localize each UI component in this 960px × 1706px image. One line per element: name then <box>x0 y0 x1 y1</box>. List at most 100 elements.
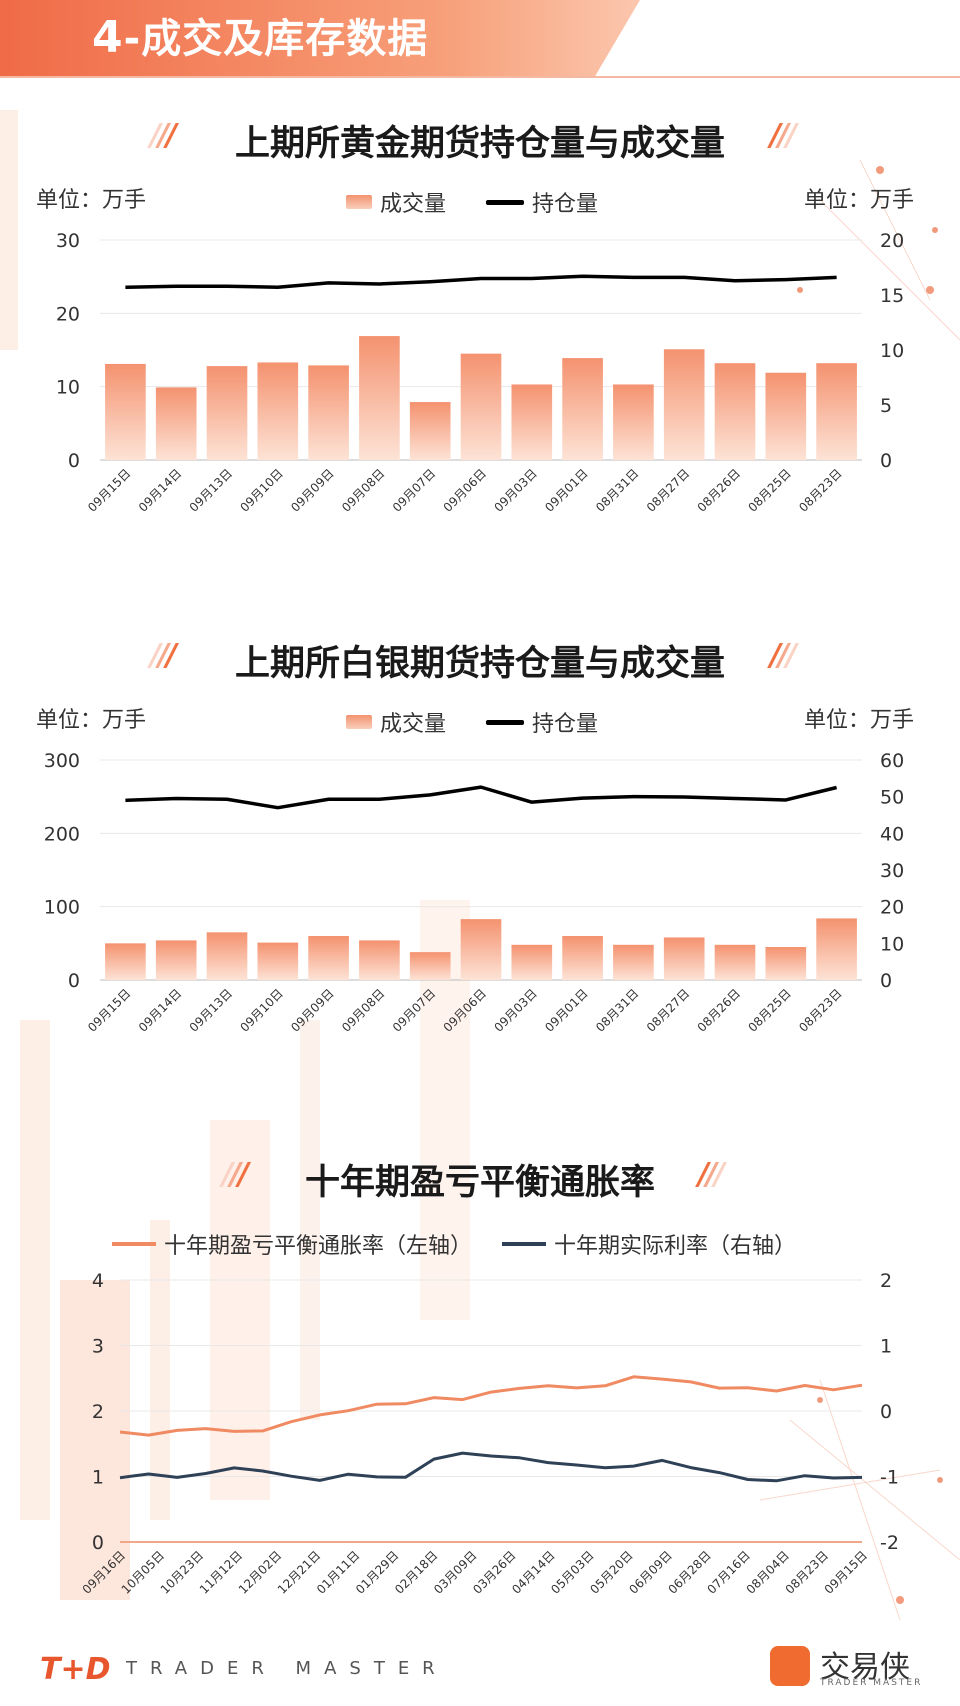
title-decoration-left: /// <box>150 638 177 673</box>
bar <box>613 944 654 980</box>
y-tick-right: -2 <box>880 1532 899 1554</box>
x-tick-label: 08月23日 <box>796 466 844 514</box>
y-tick-right: -1 <box>880 1467 899 1489</box>
legend-real-rate-swatch <box>502 1242 547 1246</box>
chart3-legend: 十年期盈亏平衡通胀率（左轴） 十年期实际利率（右轴） <box>112 1228 796 1260</box>
header-divider <box>0 76 960 78</box>
x-tick-label: 09月10日 <box>237 986 285 1034</box>
title-decoration-left: /// <box>150 118 177 153</box>
x-tick-label: 09月15日 <box>85 466 133 514</box>
x-tick-label: 09月13日 <box>187 986 235 1034</box>
section-number: 4 <box>92 12 124 63</box>
title-decoration-right: /// <box>770 118 797 153</box>
chart1-title: 上期所黄金期货持仓量与成交量 <box>234 124 725 164</box>
y-tick-right: 2 <box>880 1270 892 1292</box>
x-tick-label: 09月07日 <box>390 986 438 1034</box>
y-tick-right: 10 <box>880 933 904 955</box>
series-line <box>125 785 838 810</box>
y-tick-right: 0 <box>880 1401 892 1423</box>
y-tick-left: 1 <box>92 1467 104 1489</box>
x-tick-label: 08月27日 <box>644 986 692 1034</box>
x-tick-label: 09月14日 <box>136 466 184 514</box>
breakeven-inflation-chart: 01234-2-101209月16日10月05日10月23日11月12日12月0… <box>80 1270 899 1597</box>
x-tick-label: 08月23日 <box>796 986 844 1034</box>
legend-bar-swatch <box>346 195 372 209</box>
header-band <box>0 0 640 76</box>
bar <box>460 353 502 460</box>
y-tick-right: 0 <box>880 450 892 472</box>
y-tick-left: 2 <box>92 1401 104 1423</box>
legend-line-swatch <box>486 719 525 725</box>
bar <box>816 363 857 460</box>
page-title: 4-成交及库存数据 <box>92 10 428 67</box>
y-tick-right: 20 <box>880 230 904 252</box>
title-decoration-right: /// <box>698 1157 725 1192</box>
chart1-legend: 成交量 持仓量 <box>346 186 598 218</box>
bar <box>257 362 299 460</box>
legend-line-label: 持仓量 <box>532 192 599 217</box>
x-tick-label: 09月06日 <box>441 466 489 514</box>
y-tick-right: 1 <box>880 1336 892 1358</box>
x-tick-label: 09月15日 <box>822 1548 870 1596</box>
chart1-unit-right: 单位：万手 <box>804 188 915 213</box>
y-tick-left: 200 <box>44 823 80 845</box>
bar <box>257 942 299 980</box>
series-line <box>125 274 837 290</box>
x-tick-label: 09月06日 <box>441 986 489 1034</box>
x-tick-label: 09月08日 <box>339 986 387 1034</box>
td-logo: T+D <box>40 1652 111 1687</box>
x-tick-label: 08月27日 <box>644 466 692 514</box>
y-tick-left: 300 <box>44 750 80 772</box>
chart2-unit-right: 单位：万手 <box>804 708 915 733</box>
x-tick-label: 09月09日 <box>288 986 336 1034</box>
bar <box>816 918 857 980</box>
chart2-title: 上期所白银期货持仓量与成交量 <box>234 644 725 684</box>
bar <box>308 365 349 460</box>
real-rate-line <box>119 1451 863 1483</box>
bar <box>663 937 705 980</box>
bar <box>409 952 451 980</box>
bar <box>308 936 349 980</box>
bar <box>409 402 451 460</box>
chart2-legend: 成交量 持仓量 <box>346 706 598 738</box>
x-tick-label: 09月14日 <box>136 986 184 1034</box>
legend-real-rate-label: 十年期实际利率（右轴） <box>554 1234 797 1259</box>
bar <box>460 919 502 980</box>
bar <box>206 932 248 980</box>
legend-line-label: 持仓量 <box>532 712 599 737</box>
silver-futures-chart: 0 100 200 300 0 10 20 30 40 50 60 09月15日 09月14日 09月13… <box>44 750 904 1035</box>
bar <box>155 940 197 980</box>
bar <box>155 387 197 460</box>
x-tick-label: 09月10日 <box>237 466 285 514</box>
x-tick-label: 08月26日 <box>695 986 743 1034</box>
y-tick-left: 0 <box>92 1532 104 1554</box>
bar <box>511 944 553 980</box>
bar <box>663 349 705 460</box>
bar <box>613 384 654 460</box>
y-tick-left: 20 <box>56 303 80 325</box>
x-tick-label: 09月01日 <box>542 986 590 1034</box>
bar <box>105 943 146 980</box>
brand-logo: 交易侠 TRADER MASTER <box>770 1640 930 1696</box>
x-tick-label: 09月01日 <box>542 466 590 514</box>
bar <box>562 358 603 460</box>
y-tick-right: 50 <box>880 787 904 809</box>
legend-line-swatch <box>486 199 525 205</box>
bar <box>359 940 400 980</box>
x-tick-label: 08月25日 <box>745 466 793 514</box>
legend-bar-swatch <box>346 715 372 729</box>
footer-tagline: TRADER MASTER <box>126 1658 448 1679</box>
bar <box>714 944 756 980</box>
bar <box>511 384 553 460</box>
y-tick-left: 100 <box>44 897 80 919</box>
x-tick-label: 09月03日 <box>491 466 539 514</box>
x-tick-label: 08月25日 <box>745 986 793 1034</box>
legend-bei-swatch <box>112 1242 156 1246</box>
brand-name: 交易侠 <box>820 1650 910 1685</box>
bar <box>765 372 807 460</box>
legend-bar-label: 成交量 <box>380 712 447 737</box>
x-tick-label: 09月09日 <box>288 466 336 514</box>
x-tick-label: 08月31日 <box>593 466 641 514</box>
x-tick-label: 08月26日 <box>695 466 743 514</box>
